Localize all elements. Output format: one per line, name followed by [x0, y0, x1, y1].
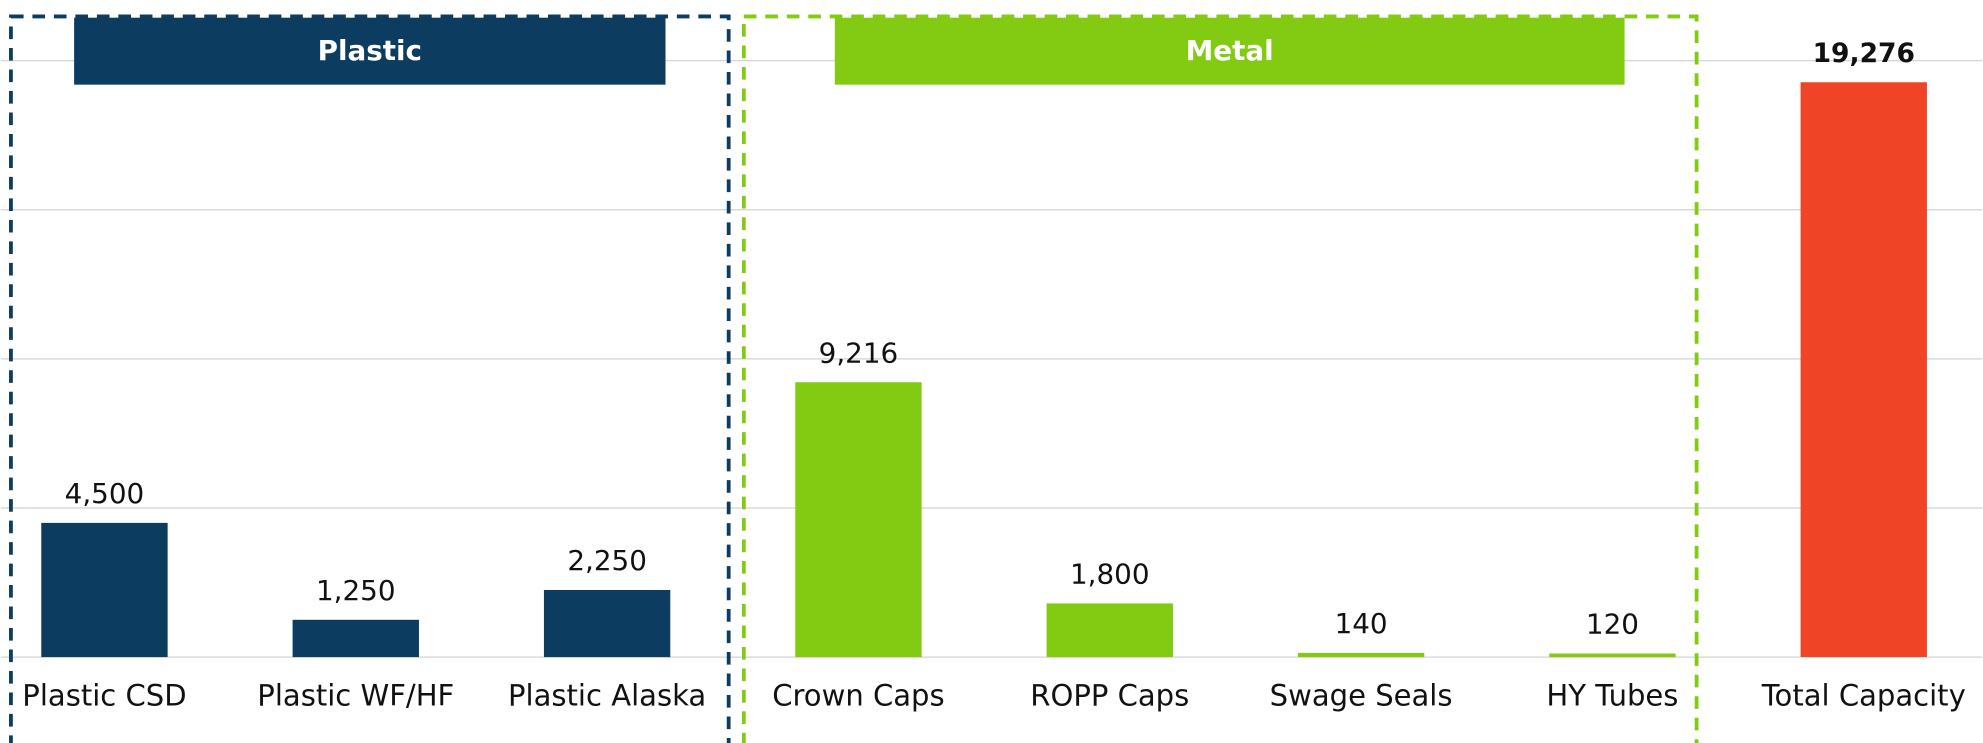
- x-tick-label: HY Tubes: [1546, 679, 1678, 713]
- plastic-group-box: [9, 14, 731, 743]
- bar: [1297, 652, 1425, 658]
- x-tick-label: ROPP Caps: [1030, 679, 1189, 713]
- bar: [543, 589, 671, 658]
- x-tick-label: Plastic WF/HF: [257, 679, 454, 713]
- bar: [1046, 603, 1173, 658]
- value-label: 1,250: [316, 574, 396, 607]
- value-label: 140: [1335, 607, 1388, 640]
- x-tick-label: Swage Seals: [1270, 679, 1453, 713]
- value-label: 9,216: [819, 336, 899, 369]
- group-header: [834, 17, 1625, 85]
- value-label: 4,500: [65, 477, 145, 510]
- x-tick-label: Plastic CSD: [22, 679, 186, 713]
- bar: [292, 619, 419, 658]
- x-tick-label: Total Capacity: [1761, 679, 1966, 713]
- group-header-label: Plastic: [318, 34, 422, 67]
- bar: [41, 522, 168, 658]
- value-label: 2,250: [567, 544, 647, 577]
- metal-group-box: [741, 14, 1699, 743]
- value-label: 1,800: [1070, 558, 1150, 591]
- x-tick-label: Plastic Alaska: [508, 679, 706, 713]
- value-label: 120: [1586, 608, 1639, 641]
- group-header-label: Metal: [1186, 34, 1274, 67]
- bar: [795, 382, 922, 658]
- bar: [1549, 653, 1676, 658]
- value-label: 19,276: [1813, 38, 1915, 69]
- x-tick-label: Crown Caps: [772, 679, 944, 713]
- bar: [1800, 82, 1927, 658]
- group-header: [74, 17, 666, 85]
